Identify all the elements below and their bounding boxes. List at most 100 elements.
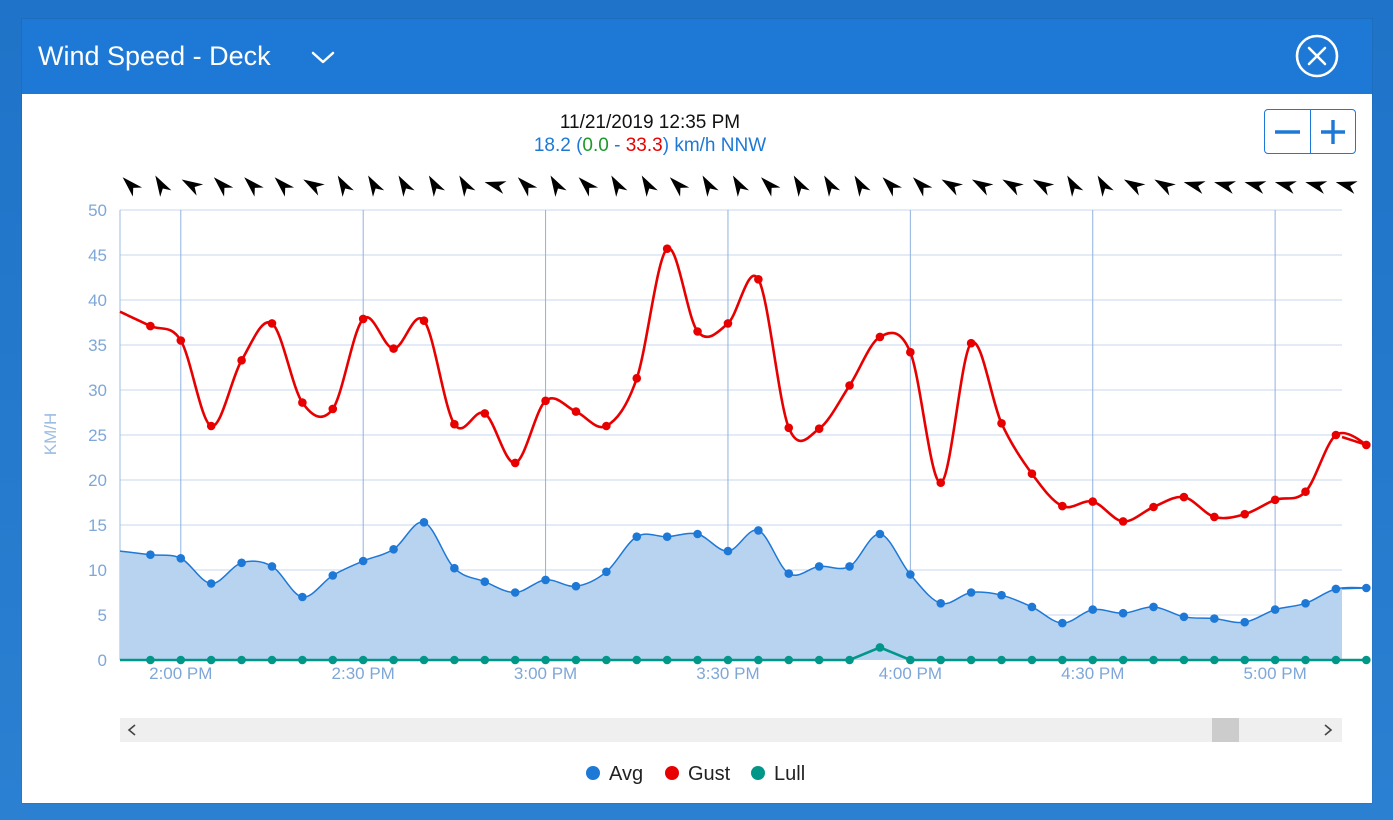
wind-arrow-shape <box>611 175 628 197</box>
wind-arrow-shape <box>824 175 841 197</box>
gust-point <box>541 396 550 406</box>
gust-point <box>814 424 824 434</box>
gust-point <box>389 344 398 353</box>
scrollbar[interactable] <box>120 718 1342 742</box>
wind-arrow-shape <box>1123 179 1146 196</box>
gust-point <box>1210 512 1219 522</box>
gust-point <box>936 478 946 488</box>
chevron-left-icon[interactable] <box>127 724 136 736</box>
legend-marker-lull <box>751 766 765 780</box>
lull-point <box>510 655 520 665</box>
wind-direction-arrows <box>122 175 1358 197</box>
avg-point <box>1027 602 1037 612</box>
avg-point <box>632 532 642 541</box>
scrollbar-thumb[interactable] <box>1212 718 1239 742</box>
legend-label-avg: Avg <box>609 763 643 785</box>
lull-point <box>906 655 915 665</box>
wind-arrow-shape <box>1244 181 1267 194</box>
avg-point <box>693 529 702 539</box>
avg-point <box>1362 583 1371 593</box>
panel-title: Wind Speed - Deck <box>38 41 271 71</box>
lull-point <box>358 655 368 665</box>
scrollbar-track[interactable] <box>120 718 1342 742</box>
lull-point <box>1270 655 1280 665</box>
lull-point <box>997 655 1006 665</box>
lull-point <box>1149 655 1158 665</box>
x-tick-label: 5:00 PM <box>1243 664 1306 683</box>
wind-arrow-shape <box>337 175 354 197</box>
x-tick-label: 3:30 PM <box>696 664 759 683</box>
wind-arrow-icon <box>824 175 841 197</box>
avg-point <box>966 588 976 597</box>
y-tick-label: 15 <box>88 516 107 535</box>
wind-arrow-icon <box>213 177 234 197</box>
avg-point <box>845 562 854 571</box>
legend-marker-avg <box>586 766 600 780</box>
gust-point <box>480 409 490 418</box>
wind-arrow-icon <box>793 175 810 197</box>
wind-arrow-icon <box>854 175 871 197</box>
wind-arrow-shape <box>428 175 446 197</box>
lull-point <box>571 655 581 665</box>
zoom-in-button[interactable] <box>1311 110 1356 153</box>
wind-arrow-shape <box>1097 175 1114 197</box>
lull-point <box>754 655 763 665</box>
gust-point <box>662 244 672 253</box>
wind-arrow-shape <box>550 175 567 197</box>
wind-arrow-icon <box>122 177 143 197</box>
wind-speed-chart: 11/21/2019 12:35 PM 18.2 (0.0 - 33.3) km… <box>41 112 1371 785</box>
avg-point <box>450 563 459 573</box>
wind-arrow-shape <box>484 181 507 194</box>
y-tick-label: 50 <box>88 201 107 220</box>
plus-icon <box>1321 120 1345 144</box>
wind-arrow-icon <box>1002 179 1024 196</box>
gust-point <box>450 419 459 429</box>
lull-point <box>1027 655 1037 665</box>
avg-area-fill <box>120 522 1367 660</box>
wind-arrow-icon <box>1123 179 1146 196</box>
x-tick-label: 2:30 PM <box>332 664 395 683</box>
gust-point <box>1331 430 1341 440</box>
lull-point <box>176 655 186 665</box>
lull-point <box>206 655 216 665</box>
wind-arrow-shape <box>793 175 810 197</box>
legend-label-lull: Lull <box>774 763 805 785</box>
y-tick-label: 35 <box>88 336 107 355</box>
avg-point <box>997 590 1006 600</box>
wind-arrow-icon <box>1335 181 1358 194</box>
wind-arrow-shape <box>1335 181 1358 194</box>
wind-arrow-shape <box>1067 175 1084 197</box>
lull-point <box>1210 655 1219 665</box>
avg-point <box>936 599 946 608</box>
close-icon[interactable] <box>1295 34 1339 78</box>
wind-arrow-shape <box>303 179 325 196</box>
gust-point <box>510 458 520 468</box>
wind-arrow-icon <box>702 175 719 197</box>
chevron-right-icon[interactable] <box>1324 724 1333 736</box>
lull-point <box>662 655 672 665</box>
wind-arrow-shape <box>578 177 599 197</box>
lull-point <box>723 655 733 665</box>
gust-point <box>723 319 733 328</box>
avg-point <box>267 562 277 571</box>
lull-point <box>875 643 885 652</box>
x-tick-label: 2:00 PM <box>149 664 212 683</box>
lull-point <box>146 655 155 665</box>
readout-lull: 0.0 <box>582 135 608 156</box>
lull-point <box>450 655 459 665</box>
gust-point <box>419 316 429 325</box>
wind-arrow-icon <box>882 177 902 197</box>
zoom-out-button[interactable] <box>1265 110 1310 153</box>
zoom-controls <box>1264 109 1356 154</box>
lull-point <box>814 655 824 665</box>
readout-values: 18.2 (0.0 - 33.3) km/h NNW <box>534 135 766 156</box>
wind-arrow-icon <box>1305 181 1328 194</box>
chevron-down-icon[interactable] <box>310 47 336 67</box>
wind-arrow-icon <box>274 177 295 197</box>
gust-point <box>1270 495 1280 505</box>
lull-point <box>237 655 246 665</box>
avg-point <box>1301 599 1310 608</box>
wind-arrow-shape <box>1002 179 1024 196</box>
wind-arrow-icon <box>337 175 354 197</box>
wind-arrow-shape <box>912 177 933 197</box>
